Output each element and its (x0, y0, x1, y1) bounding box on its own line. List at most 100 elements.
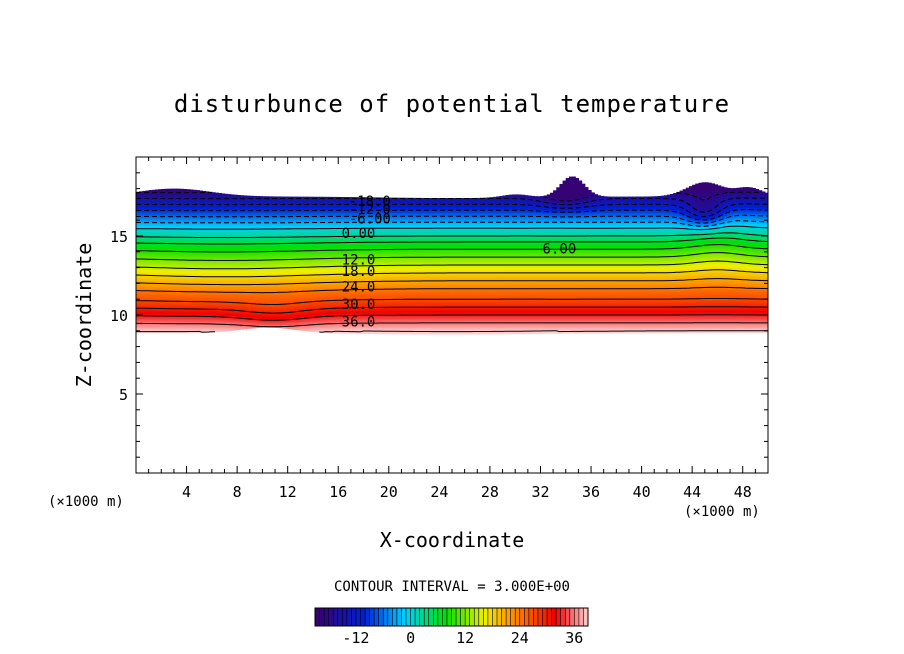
colorbar-cell (365, 608, 371, 626)
colorbar-cell (542, 608, 548, 626)
colorbar-cell (497, 608, 503, 626)
x-tick-label: 12 (279, 483, 297, 501)
colorbar-tick-label: 36 (565, 629, 583, 647)
contour-line (136, 322, 768, 328)
contour-line (136, 314, 768, 321)
colorbar-cell (551, 608, 557, 626)
contour-line (136, 330, 768, 333)
colorbar-cell (556, 608, 562, 626)
contour-line (136, 244, 768, 253)
contour-line (136, 237, 768, 245)
contour-line (136, 286, 768, 294)
contour-line (136, 203, 768, 218)
contour-label: 18.0 (342, 264, 376, 280)
x-unit-label-left: (×1000 m) (48, 494, 124, 510)
colorbar-cell (451, 608, 457, 626)
x-axis-label: X-coordinate (380, 528, 525, 552)
colorbar-cell (337, 608, 343, 626)
colorbar-cell (506, 608, 512, 626)
x-tick-label: 44 (683, 483, 701, 501)
contour-interval: CONTOUR INTERVAL = 3.000E+00 (334, 579, 570, 595)
colorbar-cell (524, 608, 530, 626)
contour-line (136, 209, 768, 221)
colorbar-cell (446, 608, 452, 626)
colorbar-cell (383, 608, 389, 626)
contour-label: -6.00 (349, 212, 391, 228)
colorbar-cell (528, 608, 534, 626)
x-tick-label: 4 (182, 483, 191, 501)
contour-label: 6.00 (543, 242, 577, 258)
contour-line (136, 191, 762, 202)
contour-label: -12.0 (349, 202, 391, 218)
colorbar-cell (460, 608, 466, 626)
colorbar-cell (469, 608, 475, 626)
contour-fill (136, 176, 768, 335)
colorbar-cell (547, 608, 553, 626)
colorbar-cell (487, 608, 493, 626)
colorbar-cell (437, 608, 443, 626)
x-tick-label: 32 (531, 483, 549, 501)
colorbar-tick-label: 12 (456, 629, 474, 647)
colorbar-cell (578, 608, 584, 626)
colorbar-cell (351, 608, 357, 626)
colorbar-cell (369, 608, 375, 626)
contour-line (136, 306, 768, 314)
contour-line (136, 220, 768, 227)
colorbar-cell (346, 608, 352, 626)
y-tick-label: 15 (110, 228, 128, 246)
contour-line (136, 232, 768, 239)
colorbar-cell (510, 608, 516, 626)
colorbar-cell (319, 608, 325, 626)
colorbar-cell (387, 608, 393, 626)
colorbar-cell (560, 608, 566, 626)
chart-title: disturbunce of potential temperature (174, 90, 730, 118)
colorbar-cell (424, 608, 430, 626)
x-tick-label: 20 (380, 483, 398, 501)
colorbar-cell (333, 608, 339, 626)
colorbar-cell (474, 608, 480, 626)
contour-labels: -18.0-12.0-6.000.00 6.00 12.018.024.030.03… (342, 194, 577, 330)
x-tick-label: 28 (481, 483, 499, 501)
colorbar-cell (406, 608, 412, 626)
colorbar-cell (410, 608, 416, 626)
contour-label: 24.0 (342, 280, 376, 296)
colorbar-cell (519, 608, 525, 626)
colorbar-cell (478, 608, 484, 626)
x-tick-label: 48 (734, 483, 752, 501)
x-tick-label: 36 (582, 483, 600, 501)
colorbar-cell (501, 608, 507, 626)
contour-line (136, 278, 768, 286)
contour-label: 30.0 (342, 297, 376, 313)
contour-line (136, 260, 768, 270)
colorbar-tick-label: 0 (406, 629, 415, 647)
colorbar-cell (456, 608, 462, 626)
x-axis: 4 8 12 16 20 24 28 32 36 40 44 48 (148, 157, 756, 501)
colorbar-cell (565, 608, 571, 626)
colorbar-cell (415, 608, 421, 626)
y-axis-label: Z-coordinate (72, 243, 96, 388)
y-tick-label: 10 (110, 307, 128, 325)
colorbar-cell (465, 608, 471, 626)
colorbar-cell (419, 608, 425, 626)
colorbar-cell (569, 608, 575, 626)
colorbar-cell (328, 608, 334, 626)
colorbar-cell (533, 608, 539, 626)
colorbar-cell (492, 608, 498, 626)
contour-line (136, 225, 768, 231)
colorbar-cell (537, 608, 543, 626)
colorbar-cell (442, 608, 448, 626)
colorbar-cell (401, 608, 407, 626)
x-unit-label-right: (×1000 m) (684, 504, 760, 520)
colorbar-cell (315, 608, 321, 626)
colorbar-cell (374, 608, 380, 626)
x-tick-label: 40 (633, 483, 651, 501)
colorbar: -12 0 12 24 36 (314, 607, 589, 647)
contour-label: 36.0 (342, 314, 376, 330)
colorbar-cell (515, 608, 521, 626)
colorbar-cell (324, 608, 330, 626)
x-tick-label: 16 (329, 483, 347, 501)
contour-line (136, 252, 768, 261)
contour-lines (136, 191, 768, 333)
contour-line (136, 269, 768, 278)
